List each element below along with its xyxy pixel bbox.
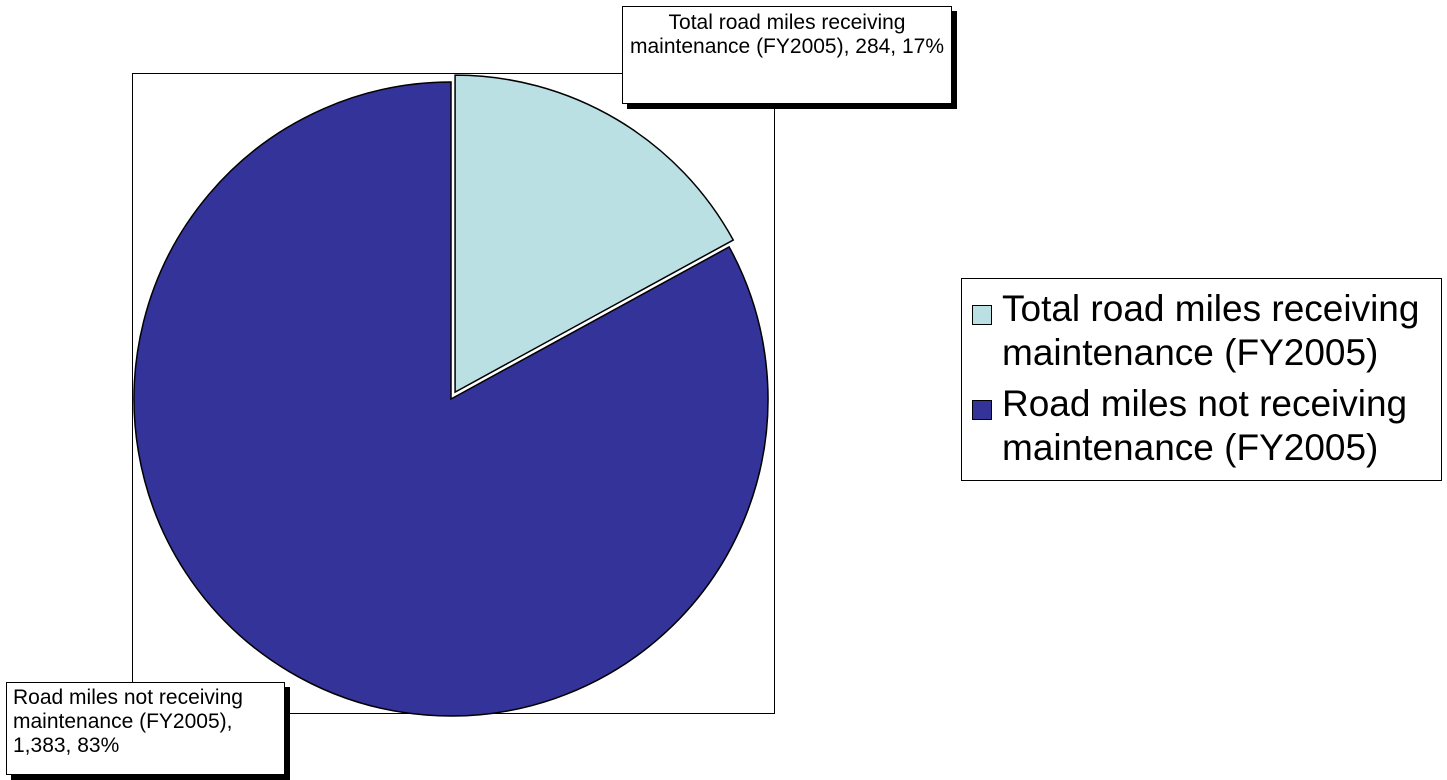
legend-label-receiving: Total road miles receiving maintenance (… bbox=[1002, 288, 1420, 373]
data-label-not-receiving-maintenance: Road miles not receiving maintenance (FY… bbox=[6, 682, 285, 775]
legend-swatch-not-receiving bbox=[972, 400, 992, 420]
legend-label-not-receiving: Road miles not receiving maintenance (FY… bbox=[1002, 383, 1408, 468]
legend-item-receiving-maintenance: Total road miles receiving maintenance (… bbox=[972, 287, 1419, 375]
legend-swatch-receiving bbox=[972, 305, 992, 325]
chart-legend: Total road miles receiving maintenance (… bbox=[961, 278, 1442, 481]
pie-slice-receiving-maintenance bbox=[454, 74, 735, 394]
legend-item-not-receiving-maintenance: Road miles not receiving maintenance (FY… bbox=[972, 382, 1407, 470]
pie-slice-not-receiving-maintenance bbox=[133, 81, 769, 717]
data-label-receiving-maintenance: Total road miles receiving maintenance (… bbox=[622, 6, 952, 104]
